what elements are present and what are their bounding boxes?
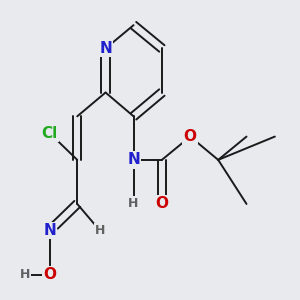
Text: O: O <box>43 267 56 282</box>
Text: O: O <box>155 196 168 211</box>
Text: N: N <box>43 223 56 238</box>
Text: H: H <box>128 197 139 210</box>
Text: Cl: Cl <box>41 125 58 140</box>
Text: N: N <box>127 152 140 167</box>
Text: O: O <box>184 129 197 144</box>
Text: H: H <box>95 224 105 237</box>
Text: N: N <box>99 41 112 56</box>
Text: H: H <box>20 268 30 281</box>
